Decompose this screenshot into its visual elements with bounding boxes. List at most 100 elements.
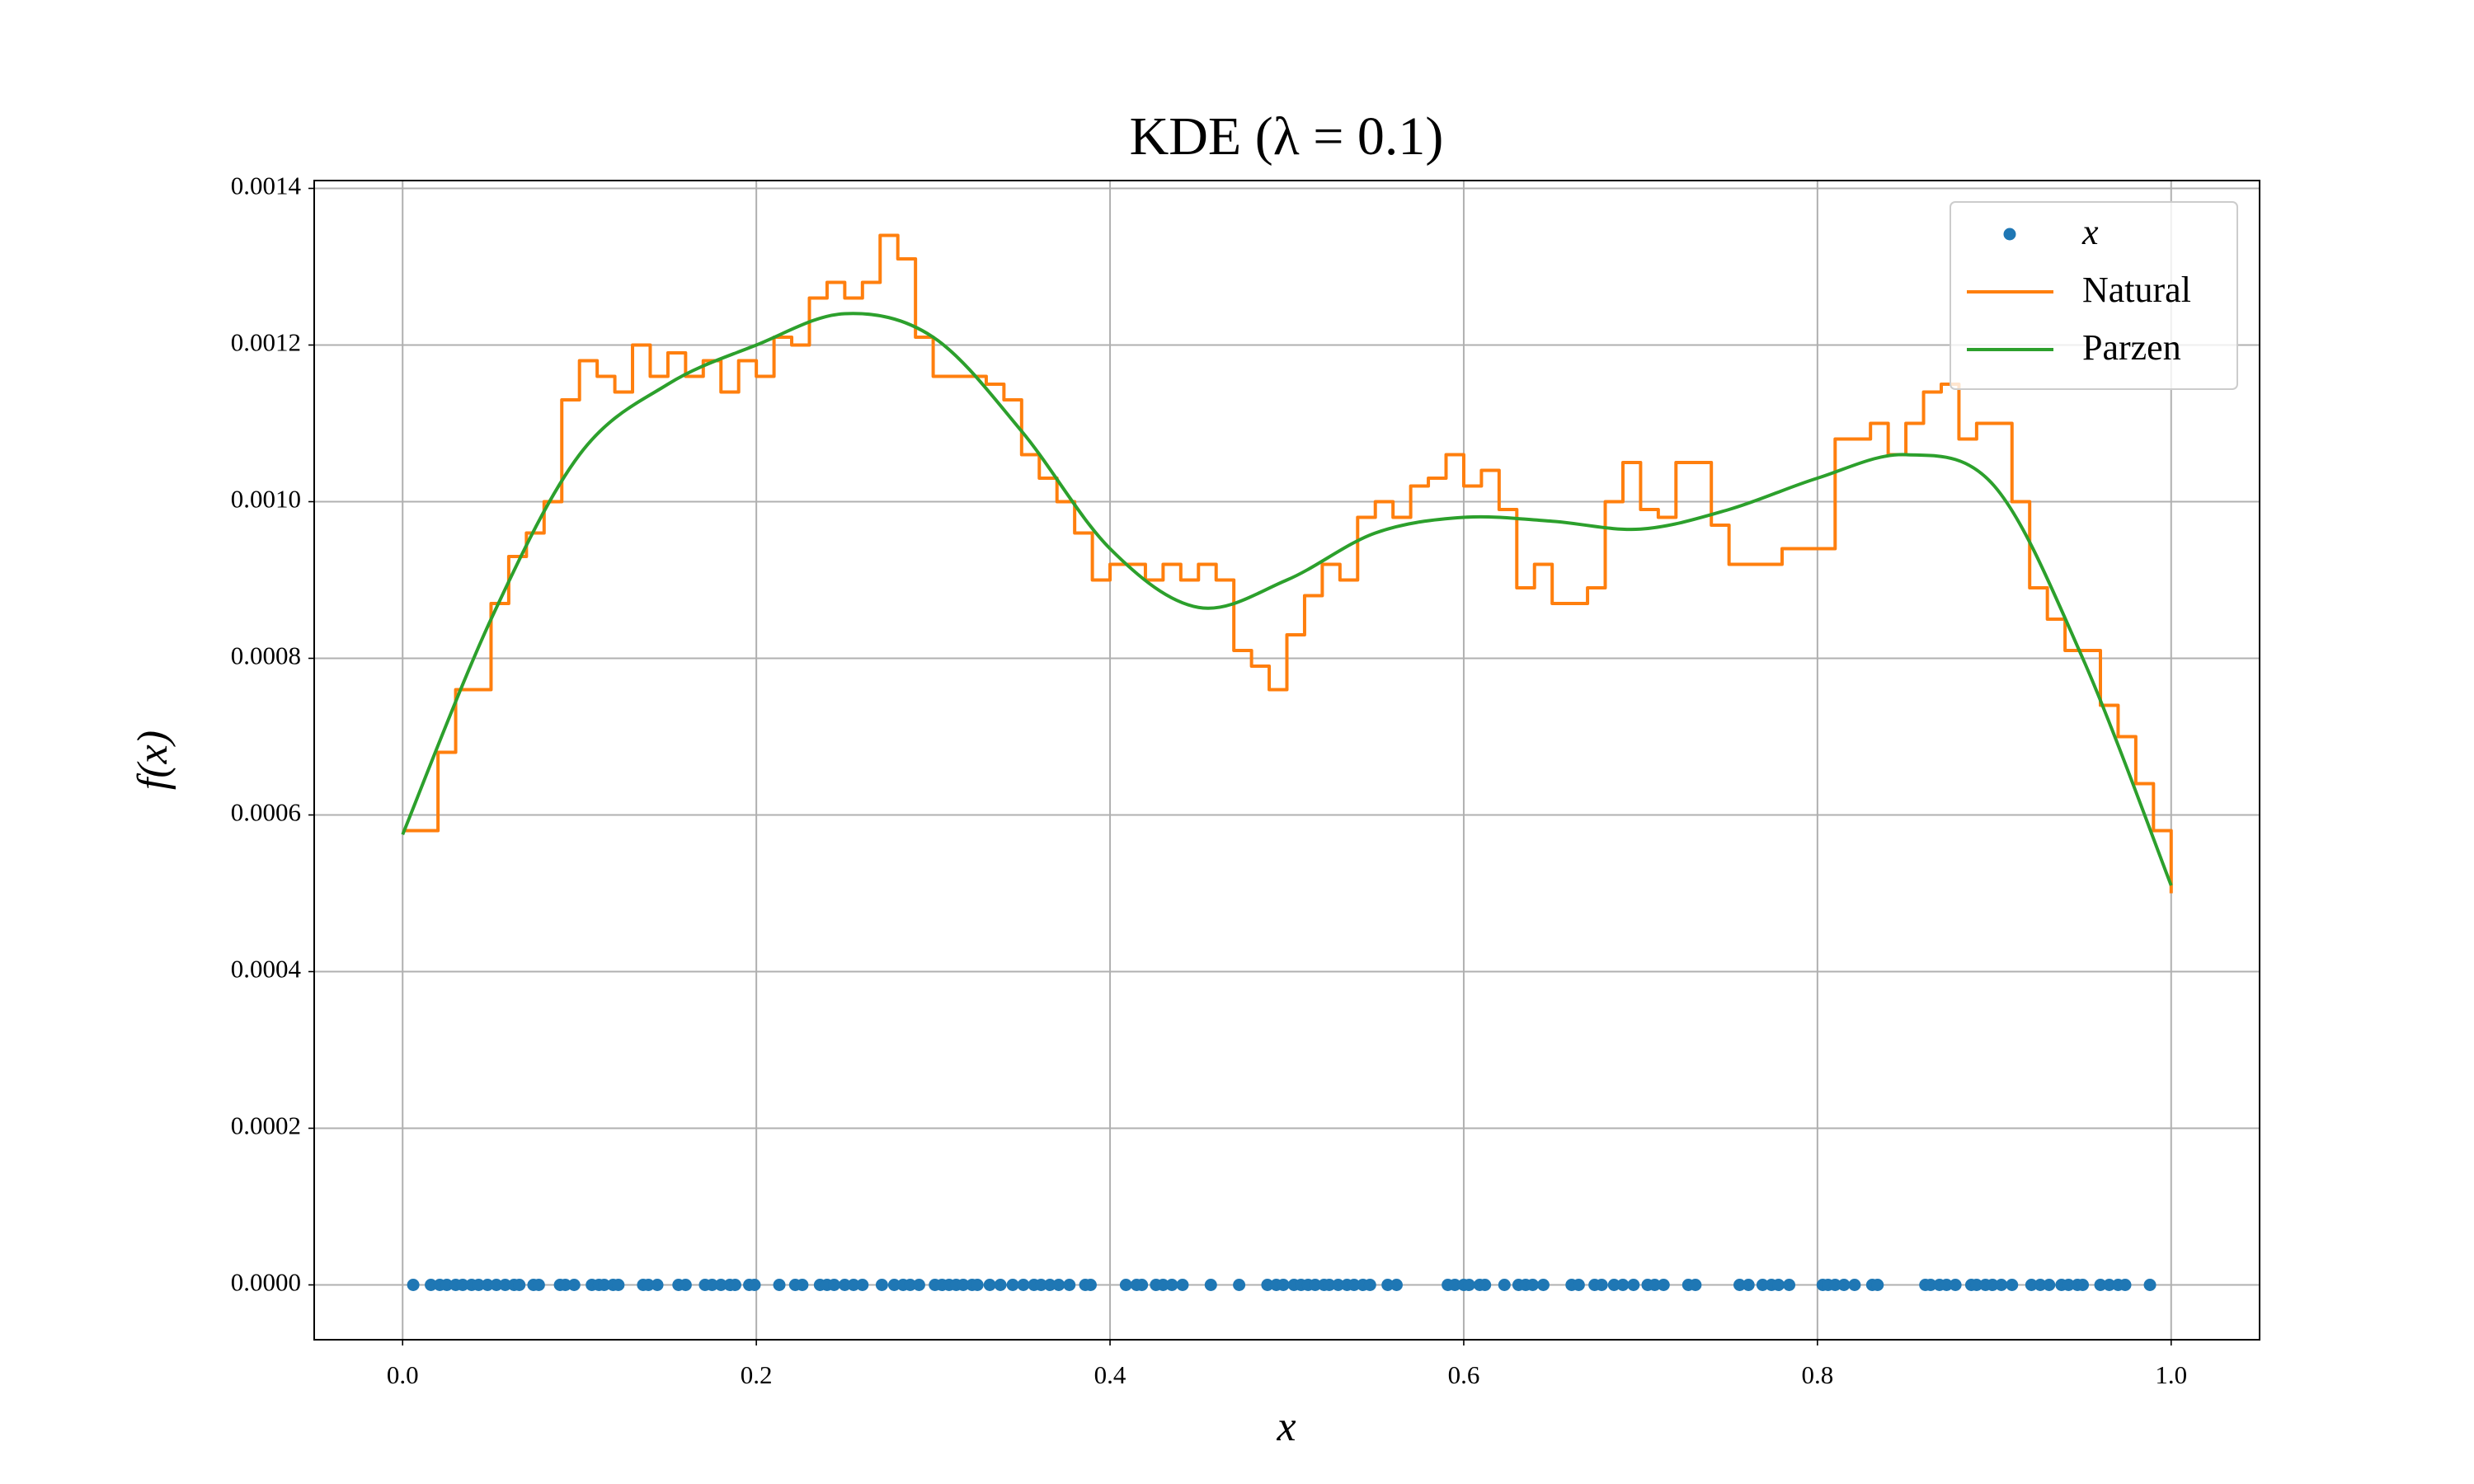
data-point bbox=[1627, 1279, 1640, 1291]
data-point bbox=[1742, 1279, 1755, 1291]
data-point bbox=[2043, 1279, 2056, 1291]
data-point bbox=[971, 1279, 984, 1291]
x-tick-label: 0.0 bbox=[387, 1360, 419, 1389]
data-point bbox=[1595, 1279, 1608, 1291]
data-point bbox=[1052, 1279, 1065, 1291]
data-point bbox=[490, 1279, 503, 1291]
data-point bbox=[1572, 1279, 1585, 1291]
data-point bbox=[1261, 1279, 1274, 1291]
x-tick-label: 0.8 bbox=[1801, 1360, 1833, 1389]
data-point bbox=[559, 1279, 572, 1291]
data-point bbox=[1323, 1279, 1336, 1291]
data-point bbox=[1949, 1279, 1962, 1291]
data-point bbox=[2062, 1279, 2075, 1291]
data-point bbox=[456, 1279, 469, 1291]
data-point bbox=[1924, 1279, 1937, 1291]
y-tick-label: 0.0000 bbox=[231, 1268, 301, 1297]
series-line bbox=[402, 233, 2173, 894]
data-point bbox=[440, 1279, 454, 1291]
y-axis-label: f(x) bbox=[129, 730, 176, 790]
data-point bbox=[1657, 1279, 1670, 1291]
data-point bbox=[912, 1279, 925, 1291]
data-point bbox=[2077, 1279, 2090, 1291]
data-point bbox=[1448, 1279, 1461, 1291]
y-tick-label: 0.0010 bbox=[231, 485, 301, 514]
data-point bbox=[1277, 1279, 1290, 1291]
legend-label: Natural bbox=[2082, 270, 2191, 310]
data-point bbox=[1871, 1279, 1884, 1291]
data-point bbox=[2025, 1279, 2038, 1291]
y-tick-label: 0.0008 bbox=[231, 641, 301, 670]
data-point bbox=[706, 1279, 719, 1291]
data-point bbox=[1995, 1279, 2008, 1291]
legend-box bbox=[1950, 201, 2238, 390]
y-tick-label: 0.0004 bbox=[231, 955, 302, 984]
data-point bbox=[847, 1279, 860, 1291]
data-point bbox=[1986, 1279, 1999, 1291]
data-point bbox=[994, 1279, 1007, 1291]
chart-title: KDE (λ = 0.1) bbox=[1130, 106, 1444, 167]
data-point bbox=[1536, 1279, 1550, 1291]
data-point bbox=[499, 1279, 512, 1291]
data-point bbox=[481, 1279, 494, 1291]
data-point bbox=[1970, 1279, 1983, 1291]
data-point bbox=[1233, 1279, 1246, 1291]
data-point bbox=[728, 1279, 741, 1291]
data-point bbox=[642, 1279, 655, 1291]
data-point bbox=[1165, 1279, 1178, 1291]
data-point bbox=[513, 1279, 526, 1291]
data-point bbox=[1084, 1279, 1097, 1291]
x-tick-label: 0.6 bbox=[1448, 1360, 1480, 1389]
data-point bbox=[679, 1279, 692, 1291]
data-point bbox=[2103, 1279, 2116, 1291]
data-point bbox=[472, 1279, 485, 1291]
data-point bbox=[2006, 1279, 2019, 1291]
plot-frame bbox=[313, 180, 2260, 1341]
data-point bbox=[1006, 1279, 1019, 1291]
data-point bbox=[1204, 1279, 1217, 1291]
data-point bbox=[1848, 1279, 1861, 1291]
data-point bbox=[838, 1279, 851, 1291]
legend-label: Parzen bbox=[2082, 327, 2181, 368]
data-point bbox=[714, 1279, 727, 1291]
data-point bbox=[1607, 1279, 1620, 1291]
data-point bbox=[1119, 1279, 1132, 1291]
data-point bbox=[904, 1279, 917, 1291]
data-point bbox=[1348, 1279, 1361, 1291]
data-point bbox=[1017, 1279, 1030, 1291]
data-point bbox=[875, 1279, 888, 1291]
data-point bbox=[1309, 1279, 1322, 1291]
data-point bbox=[1363, 1279, 1376, 1291]
data-point bbox=[1381, 1279, 1395, 1291]
data-point bbox=[1034, 1279, 1047, 1291]
data-point bbox=[796, 1279, 809, 1291]
data-point bbox=[1772, 1279, 1785, 1291]
data-point bbox=[856, 1279, 869, 1291]
data-point bbox=[1390, 1279, 1403, 1291]
data-point bbox=[1689, 1279, 1702, 1291]
y-tick-label: 0.0002 bbox=[231, 1111, 301, 1140]
data-point bbox=[1479, 1279, 1492, 1291]
data-point bbox=[1616, 1279, 1630, 1291]
data-point bbox=[887, 1279, 901, 1291]
x-tick-label: 0.4 bbox=[1094, 1360, 1126, 1389]
data-point bbox=[1756, 1279, 1769, 1291]
data-point bbox=[1043, 1279, 1056, 1291]
data-point bbox=[1828, 1279, 1841, 1291]
data-point bbox=[1733, 1279, 1747, 1291]
data-point bbox=[425, 1279, 438, 1291]
data-point bbox=[957, 1279, 970, 1291]
data-point bbox=[2034, 1279, 2047, 1291]
data-point bbox=[1940, 1279, 1953, 1291]
x-tick-label: 1.0 bbox=[2155, 1360, 2187, 1389]
data-point bbox=[1063, 1279, 1076, 1291]
data-point bbox=[773, 1279, 786, 1291]
series-line bbox=[401, 312, 2173, 886]
data-point bbox=[598, 1279, 611, 1291]
data-point bbox=[1332, 1279, 1345, 1291]
data-point bbox=[1136, 1279, 1149, 1291]
legend-marker bbox=[2003, 228, 2016, 241]
data-point bbox=[407, 1279, 420, 1291]
data-point bbox=[2119, 1279, 2132, 1291]
data-point bbox=[1649, 1279, 1662, 1291]
